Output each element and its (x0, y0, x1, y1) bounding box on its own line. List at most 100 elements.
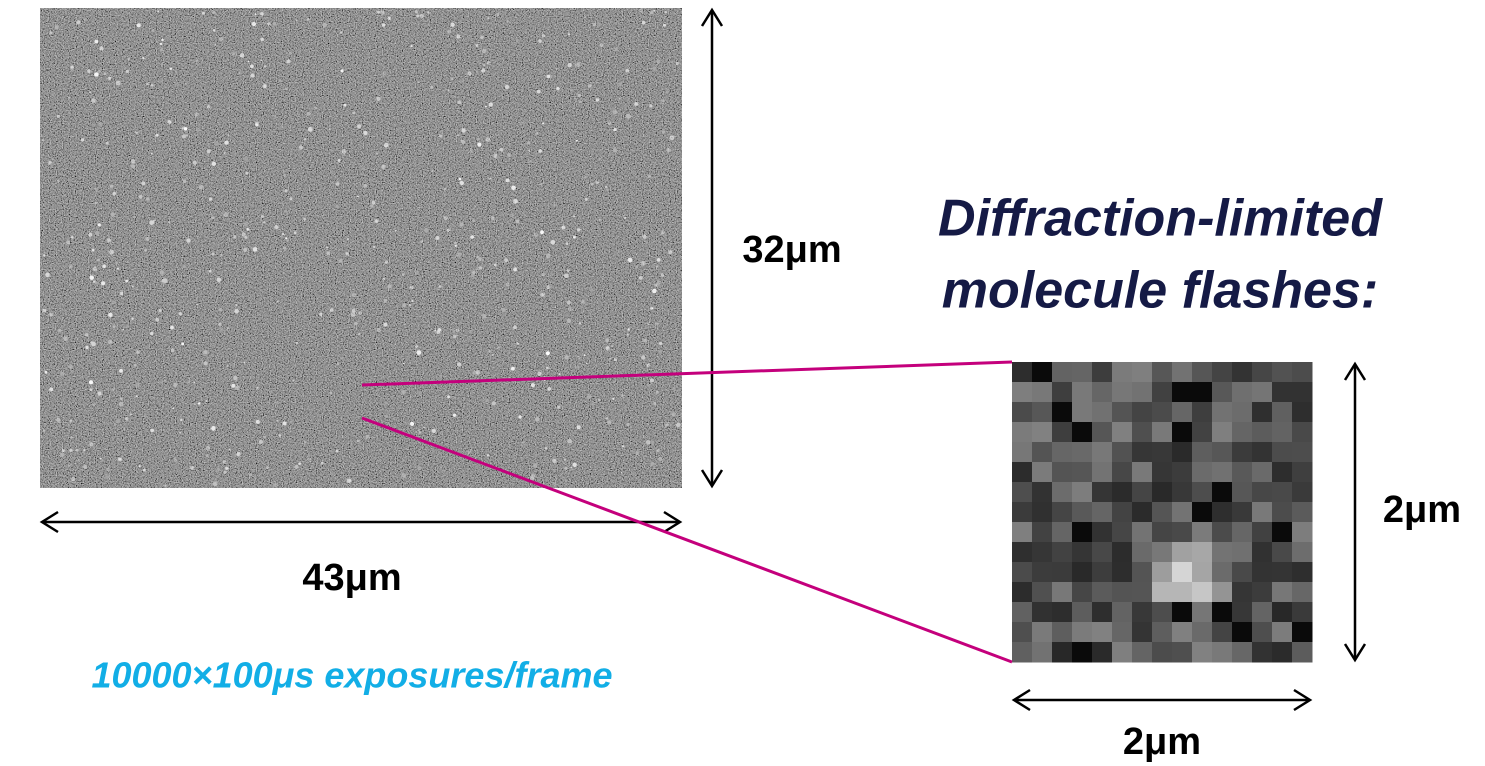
pixel (1012, 582, 1033, 603)
speckle (668, 250, 672, 254)
pixel (1092, 542, 1113, 563)
pixel (1072, 642, 1093, 663)
speckle (606, 346, 610, 350)
pixel (1032, 442, 1053, 463)
speckle (267, 22, 270, 25)
speckle (275, 225, 279, 229)
speckle (216, 252, 218, 254)
pixel (1072, 582, 1093, 603)
pixel (1132, 402, 1153, 423)
pixel (1132, 582, 1153, 603)
speckle (461, 140, 465, 144)
speckle (586, 173, 589, 176)
speckle (160, 270, 165, 275)
pixel (1032, 542, 1053, 563)
pixel (1232, 602, 1253, 623)
speckle (43, 309, 47, 313)
speckle (130, 413, 132, 415)
speckle (196, 127, 200, 131)
speckle (227, 365, 229, 367)
pixel (1292, 482, 1313, 503)
speckle (432, 429, 436, 433)
speckle (533, 464, 537, 468)
speckle (614, 358, 617, 361)
speckle (415, 271, 419, 275)
camera-frame (40, 8, 682, 488)
speckle (472, 271, 475, 274)
pixel (1032, 642, 1053, 663)
pixel (1152, 602, 1173, 623)
speckle (567, 439, 572, 444)
pixel (1292, 502, 1313, 523)
speckle (434, 329, 436, 331)
pixel (1172, 562, 1193, 583)
speckle (229, 449, 231, 451)
speckle (194, 403, 196, 405)
speckle (457, 134, 459, 136)
pixel (1272, 482, 1293, 503)
speckle (242, 232, 246, 236)
speckle (131, 318, 133, 320)
pixel (1012, 562, 1033, 583)
speckle (365, 435, 369, 439)
speckle (161, 63, 163, 65)
speckle (340, 31, 343, 34)
speckle (419, 207, 421, 209)
speckle (482, 49, 487, 54)
speckle (284, 189, 287, 192)
speckle (619, 98, 621, 100)
speckle (568, 33, 570, 35)
pixel (1212, 462, 1233, 483)
speckle (87, 69, 91, 73)
speckle (661, 273, 665, 277)
speckle (91, 98, 96, 103)
speckle (273, 22, 277, 26)
pixel (1132, 602, 1153, 623)
pixel (1292, 582, 1313, 603)
speckle (225, 467, 228, 470)
speckle (126, 70, 129, 73)
speckle (363, 131, 367, 135)
speckle (522, 300, 524, 302)
pixel (1252, 482, 1273, 503)
pixel (1132, 622, 1153, 643)
speckle (494, 264, 497, 267)
pixel (1192, 622, 1213, 643)
speckle (409, 197, 411, 199)
speckle (646, 241, 649, 244)
speckle (279, 80, 282, 83)
speckle (236, 452, 240, 456)
speckle (95, 202, 97, 204)
speckle (181, 126, 185, 130)
speckle (357, 440, 360, 443)
pixel (1192, 542, 1213, 563)
speckle (641, 355, 645, 359)
speckle (105, 475, 109, 479)
pixel (1092, 402, 1113, 423)
speckle (454, 241, 457, 244)
pixel (1152, 382, 1173, 403)
speckle (385, 414, 388, 417)
pixel (1172, 362, 1193, 383)
speckle (545, 447, 548, 450)
speckle (361, 166, 365, 170)
speckle (554, 203, 557, 206)
speckle (402, 473, 407, 478)
speckle (567, 269, 570, 272)
zoom-title: molecule flashes: (942, 262, 1378, 320)
pixel (1052, 502, 1073, 523)
pixel (1012, 642, 1033, 663)
pixel (1232, 482, 1253, 503)
speckle (459, 178, 462, 181)
speckle (193, 161, 197, 165)
speckle (90, 388, 93, 391)
speckle (482, 314, 486, 318)
speckle (506, 20, 509, 23)
speckle (480, 36, 483, 39)
pixel (1272, 642, 1293, 663)
speckle (531, 474, 535, 478)
speckle (470, 235, 474, 239)
speckle (538, 149, 542, 153)
pixel (1132, 442, 1153, 463)
speckle (419, 431, 421, 433)
